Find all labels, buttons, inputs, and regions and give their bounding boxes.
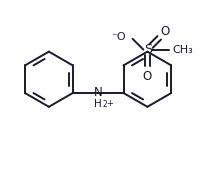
Text: H: H: [94, 99, 102, 109]
Text: ⁻O: ⁻O: [111, 32, 126, 42]
Text: 2: 2: [103, 100, 107, 109]
Text: N: N: [94, 85, 103, 99]
Text: O: O: [160, 25, 169, 38]
Text: +: +: [106, 99, 113, 108]
Text: O: O: [143, 70, 152, 83]
Text: S: S: [144, 43, 152, 56]
Text: CH₃: CH₃: [172, 45, 193, 55]
